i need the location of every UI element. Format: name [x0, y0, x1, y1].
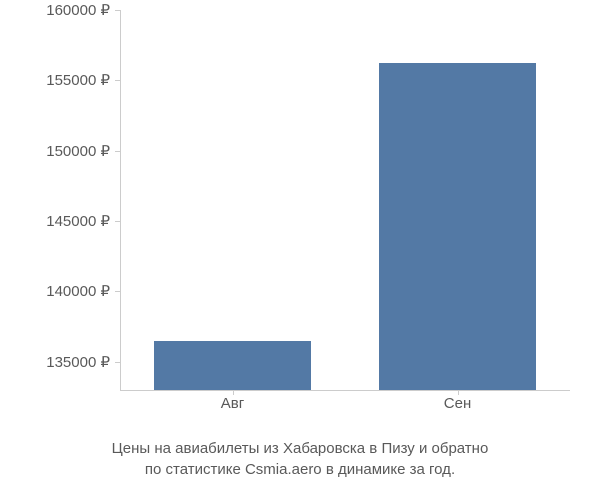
y-tick-mark: [115, 291, 120, 292]
plot-area: [120, 10, 570, 390]
caption-line-1: Цены на авиабилеты из Хабаровска в Пизу …: [112, 440, 489, 457]
y-tick-label: 155000 ₽: [46, 71, 110, 89]
y-tick-mark: [115, 151, 120, 152]
x-tick-mark: [458, 390, 459, 395]
y-tick-label: 150000 ₽: [46, 142, 110, 160]
x-tick-mark: [233, 390, 234, 395]
y-tick-label: 135000 ₽: [46, 353, 110, 371]
x-tick-label: Сен: [444, 395, 471, 412]
x-axis-line: [120, 390, 570, 391]
y-tick-label: 145000 ₽: [46, 212, 110, 230]
bar: [154, 341, 312, 390]
y-tick-mark: [115, 362, 120, 363]
y-axis-labels: 135000 ₽ 140000 ₽ 145000 ₽ 150000 ₽ 155000 ₽…: [30, 10, 115, 390]
y-tick-mark: [115, 10, 120, 11]
bar: [379, 63, 537, 390]
y-tick-mark: [115, 80, 120, 81]
chart-caption: Цены на авиабилеты из Хабаровска в Пизу …: [0, 438, 600, 480]
y-tick-label: 140000 ₽: [46, 282, 110, 300]
bar-chart: 135000 ₽ 140000 ₽ 145000 ₽ 150000 ₽ 155000 ₽…: [30, 10, 570, 430]
x-axis-labels: Авг Сен: [120, 395, 570, 420]
x-tick-label: Авг: [221, 395, 244, 412]
y-tick-label: 160000 ₽: [46, 1, 110, 19]
caption-line-2: по статистике Csmia.aero в динамике за г…: [145, 461, 455, 478]
y-tick-mark: [115, 221, 120, 222]
